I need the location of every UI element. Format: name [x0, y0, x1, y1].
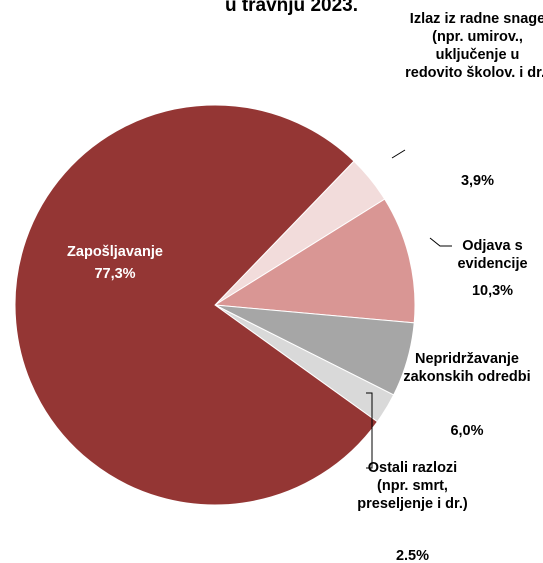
- slice-label: Izlaz iz radne snage (npr. umirov., uklj…: [405, 11, 543, 81]
- chart-title: u travnju 2023.: [224, 0, 358, 16]
- value-label: 10,3%: [471, 283, 514, 299]
- slice-label: Zapošljavanje: [67, 244, 163, 260]
- value-label: 3,9%: [460, 173, 495, 189]
- pie-slice: [213, 198, 416, 324]
- slice-label: Odjava s evidencije: [457, 238, 528, 272]
- leader-line: [429, 237, 452, 247]
- value-label: 6,0%: [450, 423, 484, 439]
- leader-line: [366, 392, 373, 469]
- value-label: 77,3%: [94, 266, 136, 282]
- value-label: 2.5%: [395, 548, 430, 563]
- slice-label: Nepridržavanje zakonskih odredbi: [403, 351, 531, 385]
- leader-line: [391, 149, 406, 159]
- slice-label: Ostali razlozi (npr. smrt, preseljenje i…: [357, 460, 468, 512]
- pie-slice: [14, 104, 379, 506]
